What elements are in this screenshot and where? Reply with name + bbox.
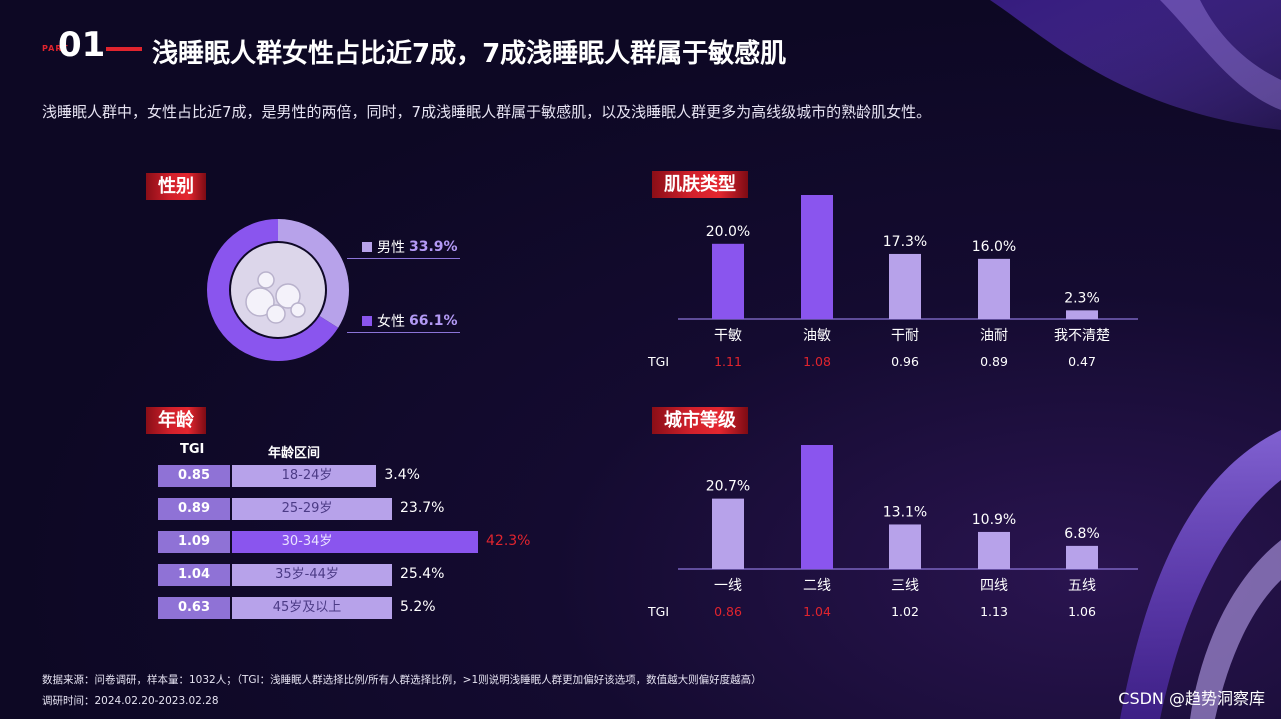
legend-leader-line [347, 332, 460, 333]
category-label: 我不清楚 [1054, 328, 1110, 344]
bar-1 [801, 445, 833, 569]
footer-source: 数据来源：问卷调研，样本量：1032人；（TGI：浅睡眠人群选择比例/所有人群选… [42, 674, 762, 686]
age-range-label: 45岁及以上 [272, 600, 342, 615]
age-header-range: 年龄区间 [268, 446, 321, 461]
part-number: 01 [58, 25, 106, 65]
legend-value-female: 66.1% [409, 313, 458, 329]
tgi-value: 0.86 [714, 604, 742, 619]
category-label: 二线 [803, 578, 831, 594]
bar-2 [889, 524, 921, 569]
category-label: 油耐 [980, 328, 1008, 344]
age-value-label: 42.3% [486, 533, 531, 549]
tgi-row-label: TGI [647, 604, 669, 619]
city-tier-bar-chart: 20.7%一线0.8648.5%二线1.0413.1%三线1.0210.9%四线… [647, 445, 1138, 619]
skin-type-bar-chart: 20.0%干敏1.1144.5%油敏1.0817.3%干耐0.9616.0%油耐… [647, 195, 1138, 369]
section-title-skin-type: 肌肤类型 [652, 171, 748, 198]
bar-4 [1066, 310, 1098, 319]
footer-date: 调研时间：2024.02.20-2023.02.28 [42, 695, 219, 707]
legend-swatch-female [362, 316, 372, 326]
legend-label-female: 女性 [377, 314, 405, 330]
bar-2 [889, 253, 921, 319]
tgi-value: 0.89 [980, 354, 1008, 369]
tgi-value: 1.08 [803, 354, 831, 369]
category-label: 油敏 [803, 328, 831, 344]
bar-0 [712, 498, 744, 569]
tgi-value: 1.13 [980, 604, 1008, 619]
age-value-label: 25.4% [400, 566, 445, 582]
tgi-value: 1.06 [1068, 604, 1096, 619]
age-header-tgi: TGI [180, 442, 205, 457]
donut-center-bubble [290, 302, 306, 318]
category-label: 干耐 [891, 328, 919, 344]
age-tgi-cell: 0.89 [158, 498, 230, 520]
age-tgi-cell: 0.85 [158, 465, 230, 487]
bar-1 [801, 195, 833, 319]
bar-0 [712, 243, 744, 319]
gender-donut-chart [207, 219, 349, 361]
donut-center-bubble [245, 287, 275, 317]
part-label: PART [42, 44, 69, 53]
bar-value-label: 6.8% [1064, 526, 1100, 542]
donut-center-bubble [257, 271, 275, 289]
tgi-row-label: TGI [647, 354, 669, 369]
age-bar [232, 531, 478, 553]
legend-value-male: 33.9% [409, 239, 458, 255]
watermark: CSDN @趋势洞察库 [1118, 689, 1265, 708]
legend-label-male: 男性 [377, 240, 405, 256]
age-bar [232, 597, 392, 619]
donut-slice-1 [207, 219, 349, 361]
age-tgi-cell: 1.04 [158, 564, 230, 586]
category-label: 四线 [980, 578, 1008, 594]
age-bar [232, 564, 392, 586]
age-tgi-cell: 1.09 [158, 531, 230, 553]
age-range-label: 25-29岁 [281, 501, 333, 516]
category-label: 干敏 [714, 328, 742, 344]
age-range-label: 18-24岁 [281, 468, 333, 483]
age-bar [232, 465, 377, 487]
category-label: 一线 [714, 578, 742, 594]
tgi-value: 0.96 [891, 354, 919, 369]
page-subtitle: 浅睡眠人群中，女性占比近7成，是男性的两倍，同时，7成浅睡眠人群属于敏感肌，以及… [42, 103, 932, 121]
donut-center-bubble [275, 283, 301, 309]
legend-swatch-male [362, 242, 372, 252]
age-tgi-cell: 0.63 [158, 597, 230, 619]
legend-leader-line [347, 258, 460, 259]
age-value-label: 23.7% [400, 500, 445, 516]
tgi-value: 1.04 [803, 604, 831, 619]
legend-male: 男性 33.9% [362, 237, 458, 257]
bar-value-label: 16.0% [972, 239, 1016, 255]
section-title-city-tier: 城市等级 [652, 407, 748, 434]
bar-value-label: 20.7% [706, 479, 750, 495]
bar-3 [978, 258, 1010, 319]
page-title: 浅睡眠人群女性占比近7成，7成浅睡眠人群属于敏感肌 [152, 39, 787, 69]
bar-3 [978, 531, 1010, 569]
bar-value-label: 17.3% [883, 234, 927, 250]
bar-value-label: 2.3% [1064, 290, 1100, 306]
section-title-gender: 性别 [146, 173, 206, 200]
age-bar [232, 498, 392, 520]
tgi-value: 0.47 [1068, 354, 1096, 369]
bar-value-label: 10.9% [972, 512, 1016, 528]
age-value-label: 5.2% [400, 599, 436, 615]
age-value-label: 3.4% [384, 467, 420, 483]
bar-4 [1066, 545, 1098, 569]
bar-value-label: 13.1% [883, 504, 927, 520]
donut-center-bubble [266, 304, 286, 324]
category-label: 三线 [891, 578, 919, 594]
bar-value-label: 20.0% [706, 224, 750, 240]
age-range-label: 30-34岁 [281, 534, 333, 549]
part-divider [106, 47, 142, 51]
legend-female: 女性 66.1% [362, 311, 458, 331]
tgi-value: 1.02 [891, 604, 919, 619]
age-range-label: 35岁-44岁 [275, 567, 339, 582]
tgi-value: 1.11 [714, 354, 742, 369]
category-label: 五线 [1068, 578, 1096, 594]
section-title-age: 年龄 [146, 407, 206, 434]
